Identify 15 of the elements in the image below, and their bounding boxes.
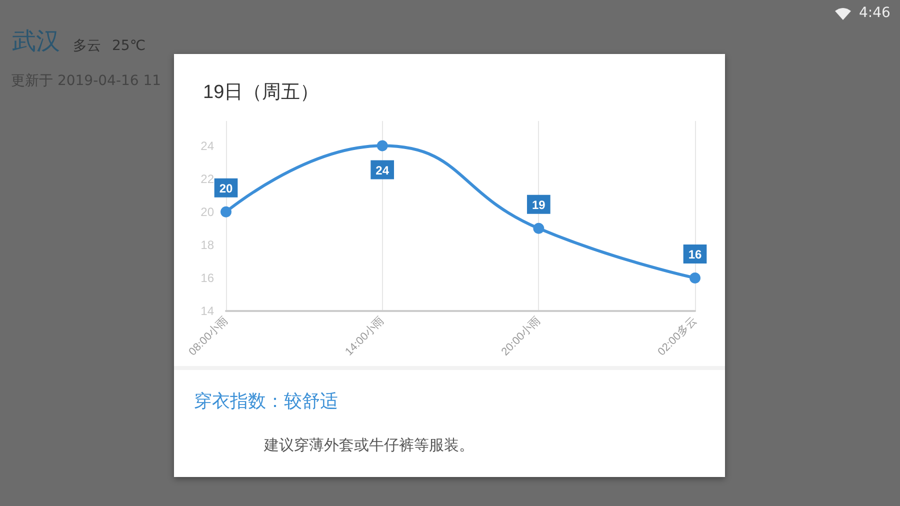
text: 4:46 <box>859 5 890 22</box>
text: 多云 <box>73 38 101 55</box>
chart-title: 19日（周五） <box>203 82 320 103</box>
text: 25℃ <box>112 38 146 55</box>
point <box>376 140 388 152</box>
data-label: 16 <box>688 247 702 262</box>
text: 武汉 <box>12 27 60 56</box>
data-label: 19 <box>532 198 546 212</box>
point <box>220 206 232 218</box>
point <box>690 272 700 284</box>
text: 建议穿薄外套或牛仔裤等服装。 <box>264 436 474 454</box>
text: 穿衣指数：较舒适 <box>194 391 338 413</box>
data-label: 20 <box>219 181 233 196</box>
data-label: 24 <box>376 163 390 178</box>
point <box>533 222 544 234</box>
